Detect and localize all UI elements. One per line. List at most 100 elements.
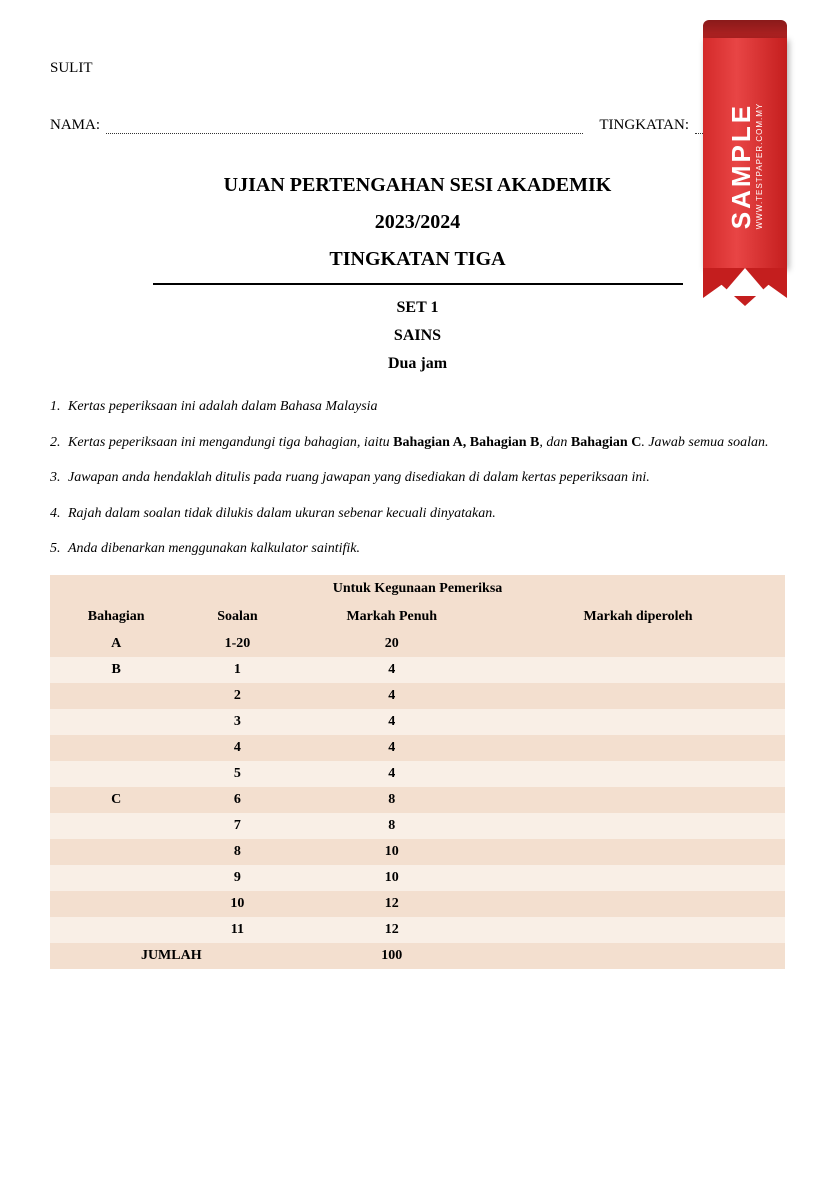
cell-soalan: 7 xyxy=(182,813,292,839)
table-row: 34 xyxy=(50,709,785,735)
cell-bahagian xyxy=(50,865,182,891)
ribbon-notch xyxy=(721,268,769,296)
table-row: 44 xyxy=(50,735,785,761)
table-row: 1112 xyxy=(50,917,785,943)
table-total-row: JUMLAH100 xyxy=(50,943,785,969)
cell-soalan: 11 xyxy=(182,917,292,943)
instruction-text: Kertas peperiksaan ini adalah dalam Baha… xyxy=(68,399,378,414)
cell-bahagian xyxy=(50,813,182,839)
cell-markah-diperoleh[interactable] xyxy=(491,631,785,657)
cell-markah-diperoleh[interactable] xyxy=(491,917,785,943)
instruction-text-pre: Kertas peperiksaan ini mengandungi tiga … xyxy=(68,435,393,450)
cell-markah-penuh: 12 xyxy=(293,917,491,943)
ribbon-url-text: WWW.TESTPAPER.COM.MY xyxy=(755,103,764,230)
cell-bahagian xyxy=(50,683,182,709)
name-label: NAMA: xyxy=(50,117,100,134)
cell-soalan: 1 xyxy=(182,657,292,683)
title-block: UJIAN PERTENGAHAN SESI AKADEMIK 2023/202… xyxy=(153,174,683,373)
instruction-3: 3.Jawapan anda hendaklah ditulis pada ru… xyxy=(50,468,785,488)
instruction-text: Jawapan anda hendaklah ditulis pada ruan… xyxy=(68,470,650,485)
table-header-row: Bahagian Soalan Markah Penuh Markah dipe… xyxy=(50,603,785,631)
cell-markah-penuh: 10 xyxy=(293,865,491,891)
cell-soalan: 5 xyxy=(182,761,292,787)
instructions-list: 1.Kertas peperiksaan ini adalah dalam Ba… xyxy=(50,397,785,559)
exam-duration: Dua jam xyxy=(153,355,683,373)
ribbon-text: SAMPLE WWW.TESTPAPER.COM.MY xyxy=(726,103,764,230)
cell-markah-diperoleh[interactable] xyxy=(491,787,785,813)
cell-markah-penuh: 4 xyxy=(293,709,491,735)
table-row: 78 xyxy=(50,813,785,839)
confidential-label: SULIT xyxy=(50,60,785,77)
instruction-num: 4. xyxy=(50,504,68,524)
cell-markah-penuh: 4 xyxy=(293,735,491,761)
table-row: B14 xyxy=(50,657,785,683)
sample-ribbon: SAMPLE WWW.TESTPAPER.COM.MY xyxy=(703,20,787,310)
table-row: 910 xyxy=(50,865,785,891)
cell-jumlah-label: JUMLAH xyxy=(50,943,293,969)
cell-markah-penuh: 4 xyxy=(293,657,491,683)
instruction-2: 2.Kertas peperiksaan ini mengandungi tig… xyxy=(50,433,785,453)
tingkatan-label: TINGKATAN: xyxy=(599,117,689,134)
instruction-num: 2. xyxy=(50,433,68,453)
cell-markah-diperoleh[interactable] xyxy=(491,709,785,735)
cell-bahagian xyxy=(50,891,182,917)
instruction-4: 4.Rajah dalam soalan tidak dilukis dalam… xyxy=(50,504,785,524)
instruction-1: 1.Kertas peperiksaan ini adalah dalam Ba… xyxy=(50,397,785,417)
cell-bahagian: B xyxy=(50,657,182,683)
cell-markah-diperoleh[interactable] xyxy=(491,839,785,865)
exam-subject: SAINS xyxy=(153,327,683,345)
th-bahagian: Bahagian xyxy=(50,603,182,631)
cell-markah-diperoleh[interactable] xyxy=(491,657,785,683)
cell-bahagian xyxy=(50,839,182,865)
th-soalan: Soalan xyxy=(182,603,292,631)
table-row: 810 xyxy=(50,839,785,865)
cell-soalan: 6 xyxy=(182,787,292,813)
cell-bahagian xyxy=(50,761,182,787)
instruction-num: 5. xyxy=(50,539,68,559)
instruction-text: Anda dibenarkan menggunakan kalkulator s… xyxy=(68,541,360,556)
name-field[interactable] xyxy=(106,120,583,134)
title-divider xyxy=(153,283,683,285)
cell-markah-penuh: 4 xyxy=(293,761,491,787)
table-row: C68 xyxy=(50,787,785,813)
ribbon-sample-text: SAMPLE xyxy=(726,103,756,229)
cell-markah-diperoleh[interactable] xyxy=(491,683,785,709)
cell-markah-diperoleh[interactable] xyxy=(491,813,785,839)
name-row: NAMA: TINGKATAN: xyxy=(50,117,785,134)
cell-markah-penuh: 4 xyxy=(293,683,491,709)
instruction-num: 3. xyxy=(50,468,68,488)
marks-table: Untuk Kegunaan Pemeriksa Bahagian Soalan… xyxy=(50,575,785,969)
cell-markah-diperoleh[interactable] xyxy=(491,865,785,891)
cell-markah-penuh: 20 xyxy=(293,631,491,657)
marks-tbody: A1-2020B1424344454C687881091010121112JUM… xyxy=(50,631,785,969)
table-row: 24 xyxy=(50,683,785,709)
cell-markah-penuh: 8 xyxy=(293,813,491,839)
cell-markah-diperoleh[interactable] xyxy=(491,891,785,917)
instruction-text-post: . Jawab semua soalan. xyxy=(641,435,768,450)
exam-set: SET 1 xyxy=(153,299,683,317)
cell-markah-penuh: 8 xyxy=(293,787,491,813)
cell-markah-penuh: 12 xyxy=(293,891,491,917)
th-markah-diperoleh: Markah diperoleh xyxy=(491,603,785,631)
cell-markah-penuh: 10 xyxy=(293,839,491,865)
cell-soalan: 2 xyxy=(182,683,292,709)
exam-form: TINGKATAN TIGA xyxy=(153,248,683,271)
exam-year: 2023/2024 xyxy=(153,211,683,234)
instruction-5: 5.Anda dibenarkan menggunakan kalkulator… xyxy=(50,539,785,559)
cell-markah-diperoleh[interactable] xyxy=(491,735,785,761)
cell-bahagian: A xyxy=(50,631,182,657)
ribbon-top xyxy=(703,20,787,38)
instruction-bold: Bahagian C xyxy=(571,435,641,450)
cell-bahagian: C xyxy=(50,787,182,813)
cell-soalan: 1-20 xyxy=(182,631,292,657)
cell-soalan: 9 xyxy=(182,865,292,891)
cell-bahagian xyxy=(50,709,182,735)
table-row: 1012 xyxy=(50,891,785,917)
cell-bahagian xyxy=(50,917,182,943)
exam-title: UJIAN PERTENGAHAN SESI AKADEMIK xyxy=(153,174,683,197)
cell-markah-diperoleh[interactable] xyxy=(491,761,785,787)
cell-jumlah-diperoleh[interactable] xyxy=(491,943,785,969)
cell-soalan: 4 xyxy=(182,735,292,761)
ribbon-body: SAMPLE WWW.TESTPAPER.COM.MY xyxy=(703,38,787,268)
table-row: A1-2020 xyxy=(50,631,785,657)
